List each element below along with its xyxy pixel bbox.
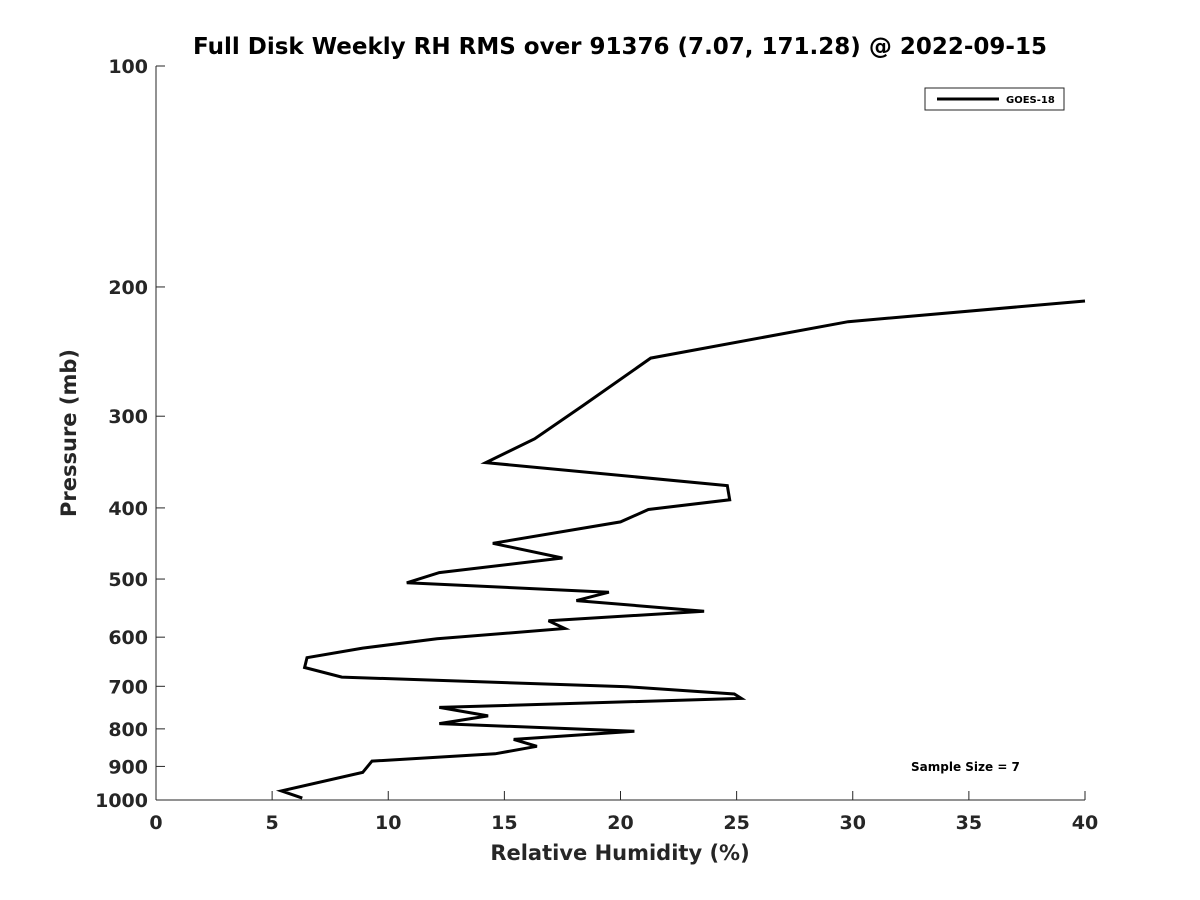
x-axis-label: Relative Humidity (%)	[490, 841, 749, 865]
x-tick-label: 35	[956, 812, 982, 834]
x-tick-label: 25	[723, 812, 749, 834]
y-tick-label: 800	[108, 719, 148, 741]
x-ticks: 0 5 10 15 20 25 30 35 40	[149, 791, 1098, 834]
y-tick-label: 900	[108, 756, 148, 778]
y-ticks: 100 200 300 400 500 600 700 800 900 1000	[95, 56, 165, 812]
x-tick-label: 0	[149, 812, 162, 834]
y-tick-label: 100	[108, 56, 148, 78]
series-line-goes-18	[275, 299, 1086, 800]
y-tick-label: 700	[108, 676, 148, 698]
y-axis-label: Pressure (mb)	[57, 349, 81, 517]
y-tick-label: 300	[108, 406, 148, 428]
y-tick-label: 1000	[95, 790, 148, 812]
x-tick-label: 5	[266, 812, 279, 834]
x-tick-label: 20	[607, 812, 633, 834]
x-tick-label: 40	[1072, 812, 1098, 834]
chart-title: Full Disk Weekly RH RMS over 91376 (7.07…	[193, 34, 1047, 60]
sample-size-annotation: Sample Size = 7	[911, 760, 1020, 774]
legend-label-goes-18: GOES-18	[1006, 95, 1055, 106]
x-tick-label: 15	[491, 812, 517, 834]
y-tick-label: 600	[108, 627, 148, 649]
y-tick-label: 500	[108, 569, 148, 591]
legend: GOES-18	[924, 87, 1065, 111]
y-tick-label: 400	[108, 498, 148, 520]
plot-area	[156, 66, 1085, 800]
y-tick-label: 200	[108, 277, 148, 299]
x-tick-label: 10	[375, 812, 401, 834]
x-tick-label: 30	[840, 812, 866, 834]
